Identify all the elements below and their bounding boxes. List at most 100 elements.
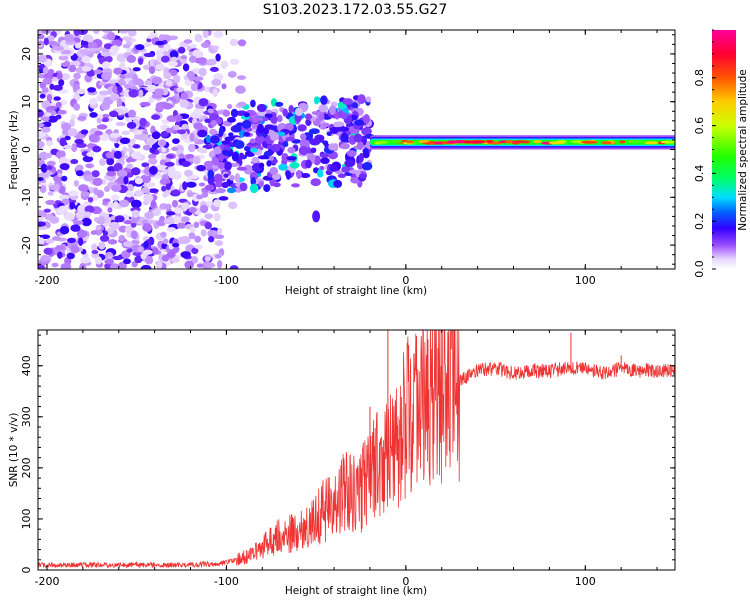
noise-blob [143, 193, 154, 203]
noise-blob [75, 164, 84, 172]
noise-blob [162, 238, 169, 245]
noise-blob [51, 262, 59, 268]
noise-blob [204, 221, 212, 230]
carrier-core [548, 141, 566, 145]
noise-blob [168, 117, 177, 122]
transition-blob [215, 187, 226, 194]
noise-blob [135, 44, 145, 51]
noise-blob [47, 191, 54, 196]
noise-blob [118, 234, 126, 242]
transition-blob [207, 169, 214, 180]
noise-blob [126, 121, 137, 129]
noise-blob [45, 199, 56, 205]
noise-blob [119, 30, 129, 34]
colorbar-gradient [712, 30, 736, 269]
noise-blob [107, 207, 113, 213]
noise-blob [143, 52, 155, 58]
noise-blob [75, 211, 85, 220]
noise-blob [159, 139, 167, 147]
noise-blob [124, 72, 134, 79]
snr-background [38, 330, 675, 570]
transition-blob [221, 140, 231, 145]
transition-blob [363, 114, 370, 124]
noise-blob [176, 222, 186, 229]
carrier-core [469, 140, 486, 144]
y-tick-label: -20 [20, 236, 33, 254]
noise-blob [141, 162, 150, 168]
transition-blob [223, 145, 231, 151]
noise-blob [40, 116, 50, 122]
transition-blob [299, 133, 307, 141]
noise-blob [166, 251, 176, 259]
noise-blob [162, 192, 168, 198]
noise-blob [89, 112, 98, 118]
noise-blob [166, 211, 176, 216]
noise-blob [156, 219, 166, 227]
noise-blob [49, 216, 60, 224]
carrier-core [580, 140, 598, 144]
noise-blob [184, 79, 193, 87]
carrier-core [463, 140, 474, 144]
noise-blob [43, 247, 53, 255]
noise-blob [47, 40, 58, 46]
noise-blob [80, 256, 91, 264]
carrier-core [601, 141, 612, 145]
noise-blob [126, 183, 134, 192]
noise-blob [82, 155, 94, 163]
noise-blob [75, 170, 84, 177]
noise-blob [47, 68, 55, 76]
transition-blob [231, 151, 240, 162]
noise-blob [82, 55, 91, 64]
noise-blob [179, 236, 191, 245]
noise-blob [58, 79, 65, 87]
noise-blob [194, 33, 202, 42]
transition-blob [270, 115, 278, 124]
noise-blob [91, 249, 99, 255]
noise-blob [180, 55, 188, 60]
noise-blob [216, 259, 223, 269]
transition-blob [243, 131, 251, 137]
noise-blob [67, 237, 76, 244]
noise-blob [38, 216, 45, 224]
noise-blob [59, 137, 67, 147]
carrier-core [424, 141, 436, 145]
noise-blob [188, 55, 197, 63]
transition-blob [214, 181, 224, 188]
noise-blob [214, 254, 222, 259]
noise-blob [45, 111, 52, 118]
transition-blob [224, 136, 235, 142]
snr-plot-area [38, 330, 675, 569]
transition-blob [340, 132, 349, 143]
transition-blob [281, 152, 289, 163]
noise-blob [55, 245, 65, 251]
noise-blob [221, 83, 227, 90]
spectrogram-heatmap [38, 30, 675, 269]
noise-blob [130, 199, 142, 209]
transition-blob [295, 107, 303, 117]
spectrogram-x-axis-label: Height of straight line (km) [285, 285, 427, 297]
y-tick-label: 0 [20, 567, 33, 574]
noise-blob [104, 55, 113, 63]
noise-blob [229, 38, 239, 47]
noise-blob [213, 212, 221, 222]
noise-blob [171, 257, 180, 263]
noise-blob [38, 109, 45, 118]
noise-blob [95, 224, 102, 231]
noise-blob [160, 231, 167, 238]
transition-blob [353, 119, 365, 126]
transition-blob [304, 113, 313, 121]
noise-blob [92, 30, 100, 35]
noise-blob [78, 237, 84, 246]
transition-blob [341, 166, 351, 173]
noise-blob [169, 50, 179, 59]
transition-blob [213, 173, 224, 183]
noise-blob [40, 254, 49, 263]
noise-blob [91, 170, 100, 178]
transition-blob [361, 127, 372, 136]
noise-blob [155, 49, 164, 57]
noise-blob [142, 144, 151, 151]
noise-blob [98, 215, 106, 225]
noise-blob [122, 36, 133, 41]
transition-blob [266, 144, 274, 150]
